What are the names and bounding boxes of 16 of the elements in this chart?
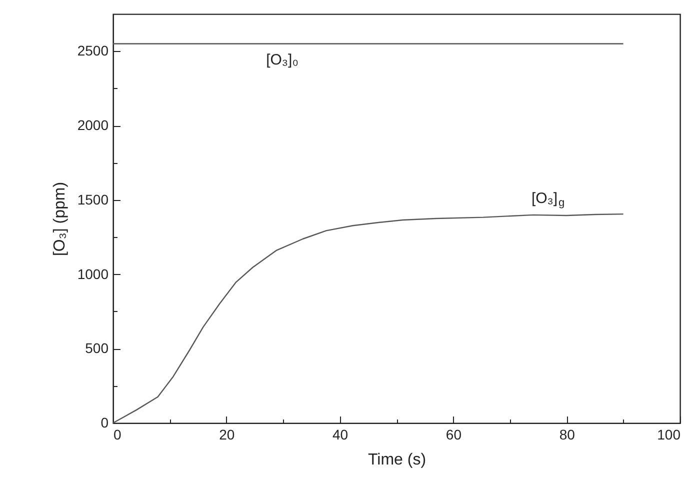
series-label: [O₃]₀ xyxy=(266,52,298,69)
y-tick-label: 2500 xyxy=(77,42,109,59)
x-axis-title: Time (s) xyxy=(368,452,426,468)
y-tick-label: 500 xyxy=(85,340,109,356)
x-tick-label: 80 xyxy=(559,426,576,442)
y-tick-label: 1500 xyxy=(77,191,109,208)
x-tick-label: 20 xyxy=(219,426,235,442)
line-series xyxy=(112,213,624,424)
x-tick-label: 100 xyxy=(657,426,681,442)
x-tick-label: 60 xyxy=(446,426,462,442)
y-axis-title: [O₃] (ppm) xyxy=(51,182,68,256)
y-tick-label: 0 xyxy=(100,414,109,430)
y-tick-label: 1000 xyxy=(77,266,109,282)
y-tick-label: 2000 xyxy=(77,117,109,134)
x-tick-label: 40 xyxy=(332,426,348,442)
x-tick-label: 0 xyxy=(114,426,122,442)
